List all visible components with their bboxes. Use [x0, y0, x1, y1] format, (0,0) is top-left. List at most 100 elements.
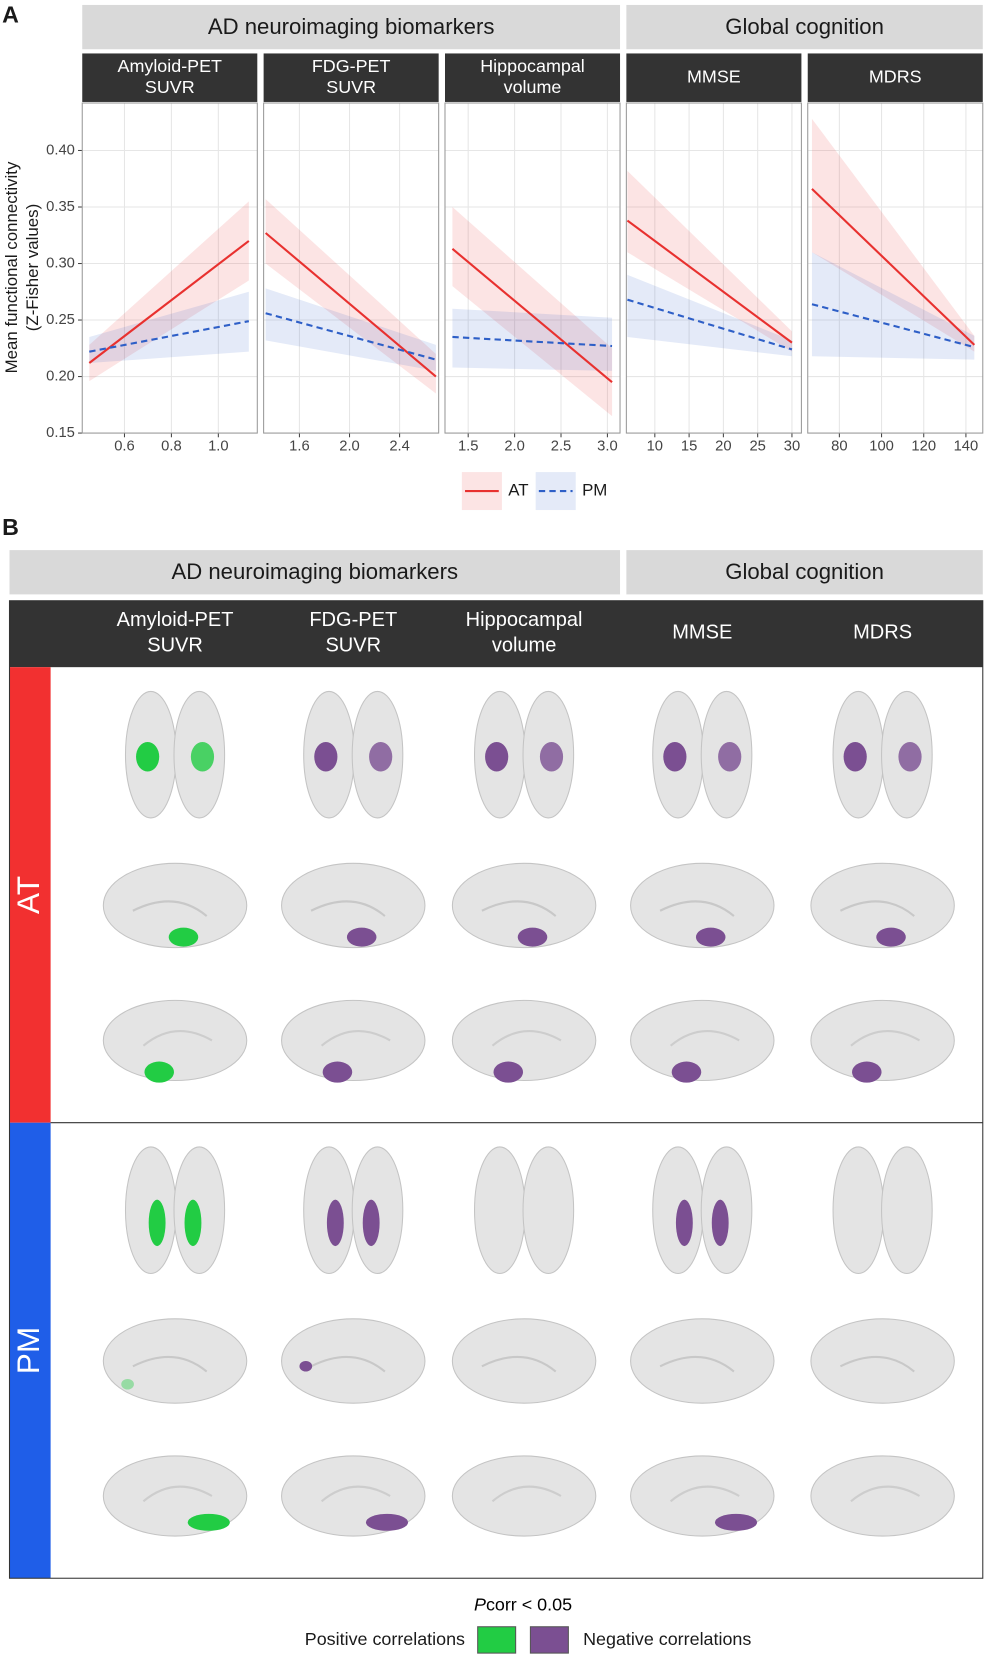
x-tick-label: 100 — [869, 439, 894, 455]
hemisphere — [810, 1318, 955, 1404]
activation — [369, 742, 393, 772]
hemisphere — [451, 862, 597, 949]
sulcus — [839, 900, 915, 917]
brain-lateral-view — [102, 1318, 248, 1404]
trend-line — [626, 219, 793, 344]
activation — [190, 742, 215, 772]
hemisphere — [281, 862, 426, 949]
activation — [187, 1513, 230, 1531]
y-tick-label: 0.25 — [46, 312, 75, 328]
x-tick-label: 25 — [749, 439, 765, 455]
hemisphere — [281, 1318, 426, 1404]
activation — [663, 742, 687, 772]
activation — [314, 742, 338, 772]
hemisphere — [881, 1146, 933, 1275]
trend-line — [264, 232, 437, 378]
activation — [675, 1199, 693, 1247]
x-tick-label: 20 — [715, 439, 731, 455]
activation — [148, 1199, 166, 1247]
facet-group — [82, 4, 621, 50]
facet-title: Amyloid-PET — [118, 56, 223, 76]
sulcus — [850, 1030, 921, 1047]
hemisphere — [102, 1318, 248, 1404]
confidence-band — [811, 118, 975, 352]
hemisphere — [522, 1146, 575, 1275]
x-tick-label: 0.8 — [161, 439, 182, 455]
column-title: Hippocampal — [466, 609, 583, 631]
column-title: SUVR — [325, 634, 381, 656]
facet-title: volume — [504, 77, 562, 97]
x-tick-label: 1.5 — [458, 439, 479, 455]
activation — [168, 927, 199, 947]
brain-top-view — [473, 1146, 575, 1275]
brain-lateral-view — [451, 1318, 597, 1404]
facet-title: FDG-PET — [312, 56, 391, 76]
brain-medial-view — [102, 999, 248, 1083]
panel-border — [263, 102, 440, 434]
panel-border — [444, 102, 621, 434]
x-tick-label: 80 — [831, 439, 847, 455]
plot-panel — [82, 103, 258, 434]
facet-group — [626, 4, 983, 50]
hemisphere — [473, 1146, 526, 1275]
sulcus — [481, 1355, 557, 1373]
facet-title: Hippocampal — [480, 56, 585, 76]
plot-panel — [263, 103, 439, 434]
facet-strip — [444, 53, 621, 102]
row-label: AT — [10, 876, 46, 914]
brain-lateral-view — [281, 862, 426, 949]
hemisphere — [810, 1455, 955, 1537]
brain-top-view — [303, 690, 404, 819]
activation — [365, 1513, 409, 1531]
x-tick-label: 1.0 — [208, 439, 229, 455]
hemisphere — [630, 862, 775, 949]
sulcus — [320, 1485, 391, 1503]
sulcus — [669, 1030, 740, 1047]
activation — [326, 1199, 344, 1247]
sulcus — [132, 900, 208, 917]
hemisphere — [832, 1146, 885, 1275]
y-tick-label: 0.40 — [46, 142, 75, 158]
x-tick-label: 0.6 — [114, 439, 135, 455]
sulcus — [659, 900, 735, 917]
trend-line — [811, 188, 976, 346]
x-tick-label: 3.0 — [597, 439, 618, 455]
x-tick-label: 1.6 — [289, 439, 310, 455]
brain-medial-view — [281, 1455, 426, 1537]
x-tick-label: 10 — [647, 439, 663, 455]
column-title: FDG-PET — [309, 609, 397, 631]
sulcus — [481, 900, 557, 917]
hemisphere — [630, 999, 775, 1082]
brain-lateral-view — [810, 862, 955, 949]
activation — [362, 1199, 380, 1247]
y-tick-label: 0.35 — [46, 199, 75, 215]
brain-top-view — [124, 1146, 226, 1275]
sulcus — [142, 1030, 213, 1047]
row-label: PM — [10, 1327, 46, 1374]
facet-strip — [626, 53, 802, 102]
legend-label: PM — [582, 481, 607, 500]
trend-line — [265, 312, 437, 361]
confidence-band — [811, 252, 975, 360]
hemisphere — [810, 862, 955, 949]
trend-line — [627, 298, 793, 351]
brain-medial-view — [281, 999, 426, 1083]
facet-strip — [82, 53, 258, 102]
brain-top-view — [832, 690, 933, 819]
sulcus — [491, 1030, 562, 1047]
x-tick-label: 15 — [681, 439, 697, 455]
trend-line — [452, 335, 613, 348]
activation — [136, 742, 160, 772]
x-tick-label: 120 — [911, 439, 936, 455]
legend-swatch — [529, 1626, 569, 1654]
hemisphere — [451, 999, 597, 1082]
trend-line — [811, 303, 975, 349]
column-title: MDRS — [853, 622, 912, 644]
x-tick-label: 2.0 — [504, 439, 525, 455]
legend-label: Negative correlations — [583, 1629, 751, 1649]
trend-line — [88, 240, 250, 364]
activation — [714, 1513, 758, 1531]
legend-label: Positive correlations — [305, 1629, 465, 1649]
panel-border — [807, 102, 984, 434]
row-band — [9, 667, 51, 1123]
